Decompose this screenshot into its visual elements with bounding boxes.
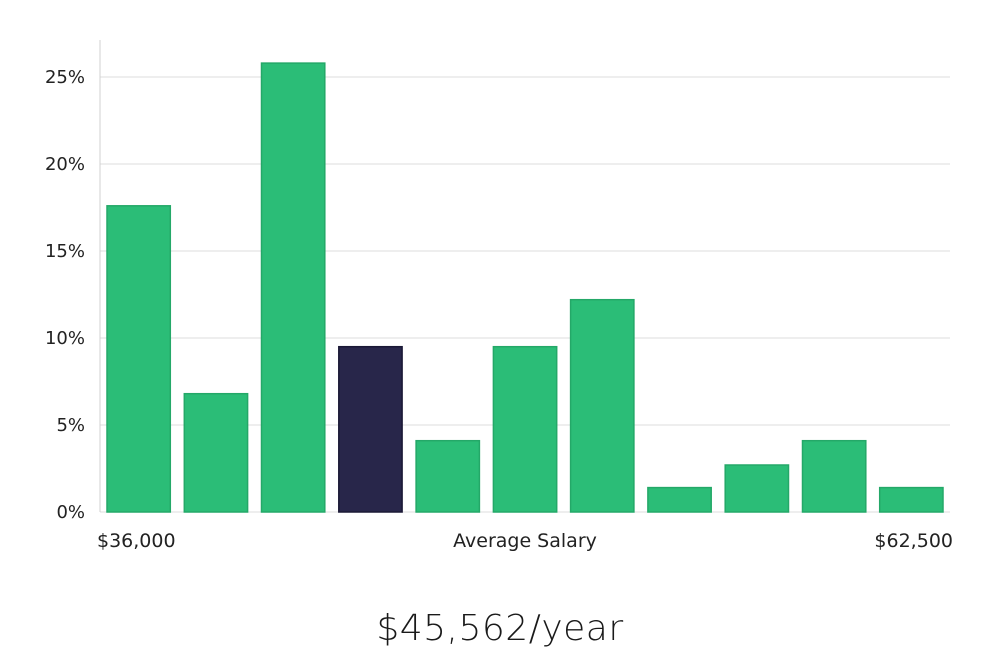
- y-tick-label: 20%: [45, 154, 85, 175]
- histogram-bar: [492, 345, 558, 513]
- histogram-bar: [724, 464, 790, 513]
- histogram-bar: [647, 486, 712, 513]
- x-axis-max-label: $62,500: [874, 530, 953, 552]
- y-tick-label: 15%: [45, 241, 85, 262]
- histogram-bar-highlighted: [338, 345, 403, 513]
- y-tick-label: 0%: [56, 502, 85, 523]
- histogram-bar: [801, 439, 867, 513]
- y-tick-label: 10%: [45, 328, 85, 349]
- y-tick-label: 25%: [45, 67, 85, 88]
- y-tick-label: 5%: [56, 415, 85, 436]
- average-salary-value: $45,562/year: [376, 608, 624, 649]
- x-axis-title: Average Salary: [453, 530, 597, 552]
- histogram-bar: [183, 392, 249, 513]
- histogram-bar: [106, 205, 172, 513]
- salary-histogram-chart: 0%5%10%15%20%25% $36,000 Average Salary …: [45, 40, 953, 552]
- histogram-bar: [878, 486, 944, 513]
- histogram-bar: [260, 62, 326, 513]
- bars-layer: [106, 62, 944, 513]
- histogram-bar: [569, 298, 635, 513]
- x-axis-min-label: $36,000: [97, 530, 176, 552]
- y-axis-tick-labels: 0% 5% 10% 15% 20% 25%: [45, 67, 85, 523]
- histogram-bar: [415, 439, 481, 513]
